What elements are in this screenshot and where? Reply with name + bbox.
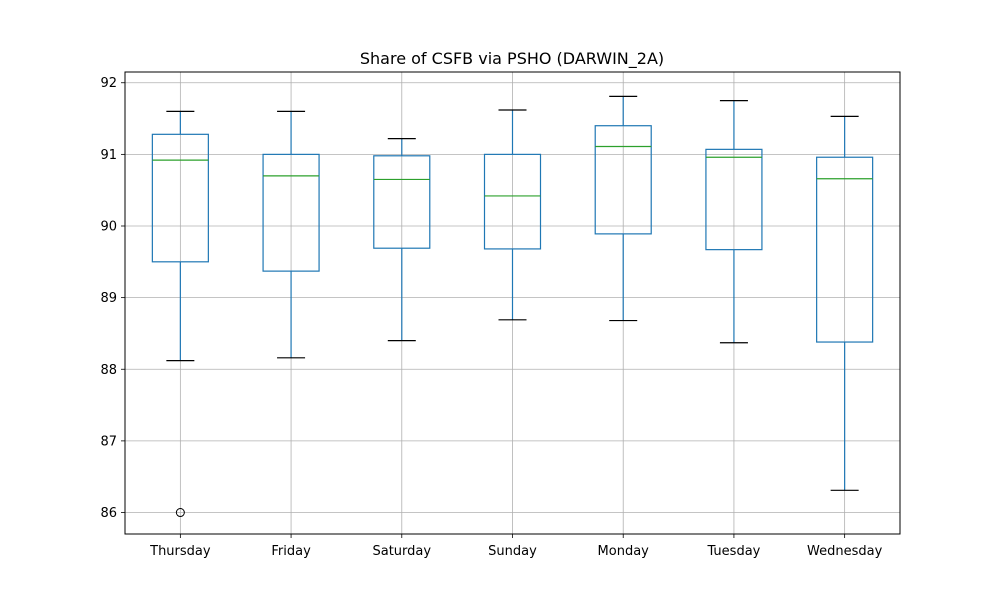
iqr-box [483,153,542,250]
outlier-point [175,508,185,518]
y-tick-label: 92 [100,76,117,91]
x-tick-label: Saturday [372,544,431,559]
x-tick-label: Monday [598,544,650,559]
x-tick-label: Thursday [149,544,211,559]
box-layer [151,95,874,518]
box-saturday [373,138,431,342]
box-friday [262,110,320,359]
iqr-box [816,156,874,343]
x-tick-label: Wednesday [807,544,883,559]
box-wednesday [816,115,874,491]
y-tick-label: 88 [100,363,117,378]
box-monday [594,95,652,322]
box-thursday [151,110,209,518]
tick-layer: 86 87 88 89 90 91 92 Thursday Friday Saturday Sund… [100,76,882,559]
y-tick-label: 91 [100,148,117,163]
y-tick-label: 89 [100,291,117,306]
box-tuesday [705,100,763,344]
y-tick-label: 87 [100,434,117,449]
y-tick-label: 86 [100,506,117,521]
x-tick-label: Sunday [488,544,537,559]
x-tick-label: Tuesday [706,544,760,559]
iqr-box [705,148,763,251]
box-sunday [483,109,542,321]
iqr-box [594,125,652,235]
x-tick-label: Friday [271,544,311,559]
iqr-box [373,155,431,249]
iqr-box [151,133,209,263]
y-tick-label: 90 [100,220,117,235]
iqr-box [262,153,320,272]
chart-title: Share of CSFB via PSHO (DARWIN_2A) [360,49,664,69]
